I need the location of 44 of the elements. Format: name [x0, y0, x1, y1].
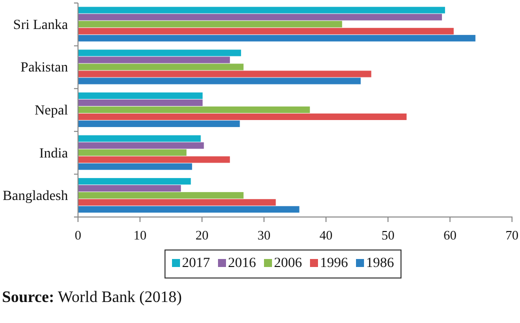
bar — [78, 114, 407, 120]
bar — [78, 92, 203, 99]
bar — [78, 106, 310, 114]
legend-label: 2006 — [274, 256, 302, 271]
bar — [78, 50, 242, 56]
y-tick-label: India — [39, 146, 69, 162]
y-tick-label: Nepal — [34, 103, 68, 118]
bar — [78, 56, 230, 64]
x-tick-label: 70 — [506, 227, 518, 242]
bar — [78, 120, 240, 128]
bar — [78, 70, 372, 78]
bar — [78, 206, 300, 213]
bar — [78, 28, 454, 34]
x-tick-label: 50 — [382, 227, 394, 242]
x-tick-label: 0 — [74, 227, 82, 242]
x-tick-label: 10 — [134, 227, 146, 242]
bar — [78, 135, 201, 142]
legend-label: 2017 — [182, 256, 210, 271]
x-tick-label: 40 — [320, 227, 332, 242]
legend-label: 1996 — [320, 256, 348, 271]
bar — [78, 178, 191, 185]
bar — [78, 163, 192, 170]
bar — [78, 142, 204, 149]
x-tick-label: 30 — [258, 227, 270, 242]
legend-label: 1986 — [366, 256, 394, 271]
x-tick-label: 20 — [196, 227, 208, 242]
bar — [78, 20, 342, 28]
x-tick-label: 60 — [444, 227, 456, 242]
bar — [78, 14, 442, 20]
bar — [78, 185, 181, 192]
bar — [78, 99, 203, 106]
bar — [78, 34, 476, 42]
y-tick-label: Bangladesh — [2, 189, 68, 204]
bar — [78, 6, 446, 14]
legend-label: 2016 — [228, 256, 256, 271]
bar — [78, 199, 276, 206]
bar — [78, 78, 361, 84]
bar — [78, 192, 244, 199]
bar — [78, 156, 230, 163]
bar — [78, 149, 186, 156]
y-tick-label: Sri Lanka — [13, 18, 69, 33]
source-note: Source: World Bank (2018) — [2, 289, 182, 306]
y-tick-label: Pakistan — [20, 60, 68, 76]
bar — [78, 64, 244, 70]
